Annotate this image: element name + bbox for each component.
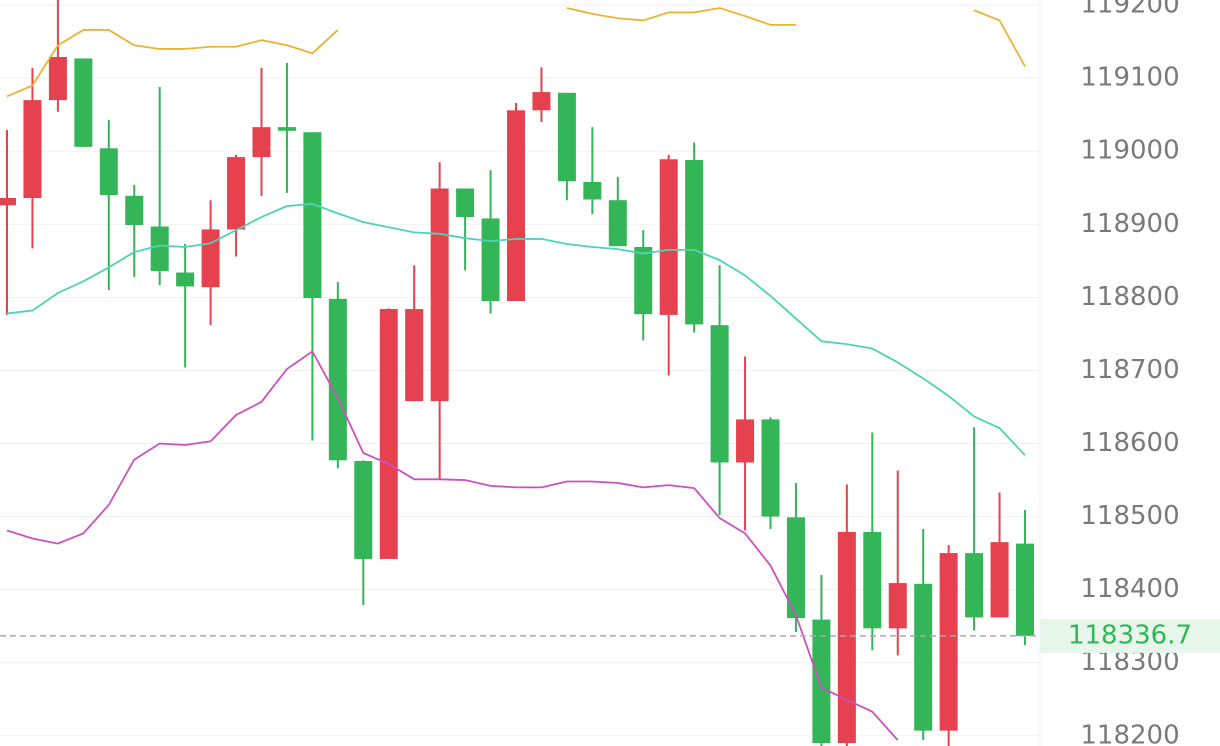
candle-body (1016, 543, 1034, 636)
candle-body (227, 157, 246, 230)
candle-body (837, 531, 856, 744)
candle-body (99, 148, 118, 196)
candle-body (863, 531, 882, 629)
candle-body (405, 309, 424, 402)
candle-body (48, 56, 67, 101)
candle-body (354, 461, 373, 559)
candle-body (507, 110, 525, 302)
candle-body (176, 272, 195, 287)
candle-body (328, 298, 347, 461)
y-tick-label: 118900 (1080, 209, 1179, 239)
last-price-label: 118336.7 (1068, 620, 1192, 650)
candle-body (532, 92, 551, 111)
candle-body (0, 198, 16, 206)
candle-body (710, 325, 729, 463)
y-tick-label: 118700 (1080, 355, 1179, 385)
candle-body (990, 542, 1009, 618)
candle-body (914, 583, 933, 731)
y-tick-label: 118400 (1080, 574, 1179, 604)
candle-body (481, 218, 500, 302)
candle-body (74, 58, 93, 147)
band-line (6, 350, 899, 741)
last-price-box (1040, 618, 1220, 653)
candle-body (685, 160, 704, 325)
candle-body (659, 159, 678, 315)
y-tick-label: 119200 (1080, 0, 1179, 20)
candle-body (277, 127, 296, 131)
candle-body (812, 619, 831, 744)
candle-body (379, 309, 398, 559)
candle-body (201, 229, 220, 288)
candle-body (965, 553, 984, 618)
candle-body (888, 583, 907, 629)
candle-body (150, 226, 169, 272)
y-tick-label: 118600 (1080, 428, 1179, 458)
candle-body (252, 127, 271, 158)
candle-body (125, 195, 144, 226)
y-tick-label: 119100 (1080, 63, 1179, 93)
candle-body (608, 200, 627, 247)
candle-body (303, 132, 322, 299)
y-tick-label: 118500 (1080, 501, 1179, 531)
candle-body (583, 181, 602, 200)
candle-body (456, 188, 475, 218)
candle-body (736, 419, 755, 463)
band-line (6, 202, 1026, 456)
candle-body (786, 517, 805, 619)
candle-body (761, 419, 780, 517)
candle-body (430, 188, 449, 402)
candle-body (634, 246, 653, 315)
candle-body (23, 100, 42, 199)
candle-body (557, 92, 576, 182)
y-tick-label: 118800 (1080, 282, 1179, 312)
y-tick-label: 119000 (1080, 136, 1179, 166)
band-line (6, 7, 1026, 98)
candle-body (939, 553, 958, 731)
y-tick-label: 118200 (1080, 720, 1179, 746)
